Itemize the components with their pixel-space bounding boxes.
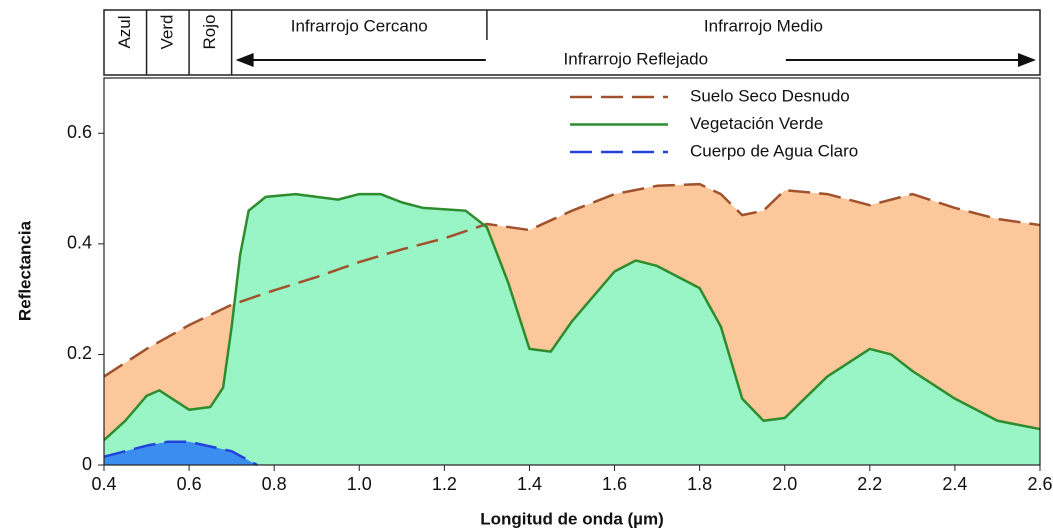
x-tick-label: 1.6 xyxy=(602,474,627,494)
arrow-label-bg xyxy=(485,49,786,71)
line xyxy=(103,440,258,467)
x-tick-label: 1.4 xyxy=(517,474,542,494)
y-tick-label: 0.4 xyxy=(67,233,92,253)
x-tick-label: 0.4 xyxy=(91,474,116,494)
y-tick-label: 0.6 xyxy=(67,122,92,142)
arrow-head xyxy=(1018,53,1036,67)
legend-label: Cuerpo de Agua Claro xyxy=(690,141,858,160)
x-tick-label: 2.4 xyxy=(942,474,967,494)
y-tick-label: 0 xyxy=(82,454,92,474)
x-tick-label: 1.2 xyxy=(432,474,457,494)
plot-frame xyxy=(103,77,1041,466)
band-label: Infrarrojo Medio xyxy=(704,16,823,35)
x-tick-label: 0.8 xyxy=(262,474,287,494)
arrow-head xyxy=(235,53,254,67)
band-label: Rojo xyxy=(200,15,219,50)
x-tick-label: 2.2 xyxy=(857,474,882,494)
legend-label: Suelo Seco Desnudo xyxy=(690,86,850,105)
band-label: Verd xyxy=(157,15,176,50)
x-tick-label: 1.8 xyxy=(687,474,712,494)
y-tick-label: 0.2 xyxy=(67,343,92,363)
x-axis-title: Longitud de onda (µm) xyxy=(480,509,664,528)
x-tick-label: 1.0 xyxy=(347,474,372,494)
line xyxy=(103,182,1041,378)
band-label: Infrarrojo Cercano xyxy=(291,16,428,35)
arrow-band-label: Infrarrojo Reflejado xyxy=(564,49,709,68)
x-tick-label: 2.0 xyxy=(772,474,797,494)
x-tick-label: 2.6 xyxy=(1027,474,1052,494)
y-axis-title: Reflectancia xyxy=(15,220,34,321)
x-tick-label: 0.6 xyxy=(177,474,202,494)
line xyxy=(103,192,1041,442)
band-label: Azul xyxy=(115,15,134,48)
legend-label: Vegetación Verde xyxy=(690,114,823,133)
